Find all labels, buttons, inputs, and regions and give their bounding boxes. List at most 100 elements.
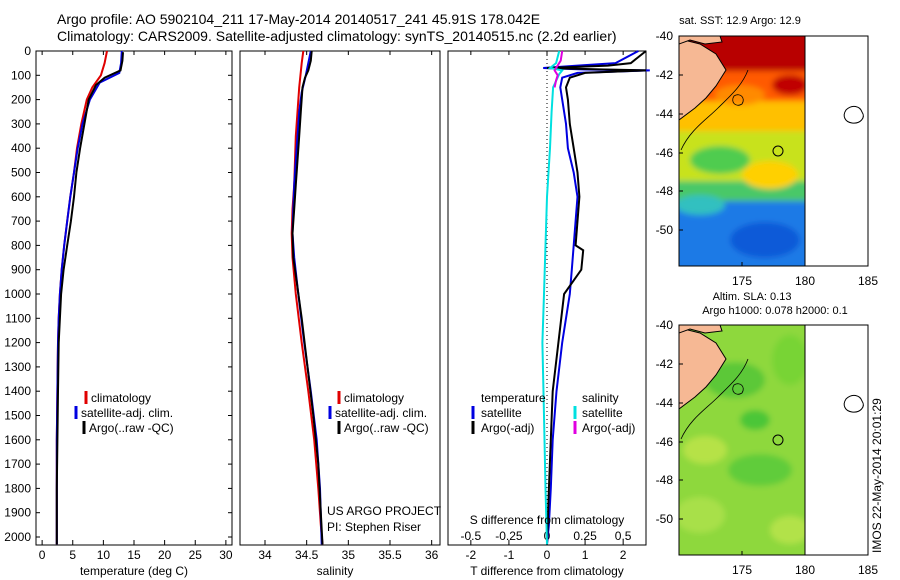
map-y-tick-label: -44 bbox=[656, 107, 674, 121]
sla-map-subtitle: Argo h1000: 0.078 h2000: 0.1 bbox=[702, 305, 848, 317]
salinity-legend: climatology satellite-adj. clim. Argo(..… bbox=[328, 391, 429, 435]
pi-label: PI: Stephen Riser bbox=[327, 520, 421, 534]
isobath-contour bbox=[680, 358, 749, 440]
depth-tick-label: 400 bbox=[11, 141, 31, 155]
land-mass bbox=[679, 325, 723, 334]
x2-tick-label: 0.25 bbox=[573, 529, 597, 543]
series-line-argo-adj bbox=[553, 50, 564, 88]
map-x-tick-label: 185 bbox=[858, 563, 878, 577]
isobath-contour bbox=[732, 383, 744, 395]
map-y-tick-label: -50 bbox=[656, 512, 674, 526]
map-x-tick-label: 180 bbox=[795, 563, 815, 577]
map-y-tick-label: -40 bbox=[656, 318, 674, 332]
temperature-plot-frame bbox=[35, 50, 233, 546]
temperature-panel: 0100200300400500600700800900100011001200… bbox=[4, 44, 646, 578]
figure-title-line1: Argo profile: AO 5902104_211 17-May-2014… bbox=[57, 11, 541, 27]
x-tick-label: 1 bbox=[582, 548, 589, 562]
depth-tick-label: 900 bbox=[11, 263, 31, 277]
temperature-axis-label: temperature (deg C) bbox=[80, 564, 188, 578]
depth-tick-label: 1400 bbox=[4, 384, 31, 398]
salinity-plot-frame bbox=[239, 50, 441, 546]
t-difference-axis-label: T difference from climatology bbox=[470, 564, 624, 578]
sla-map-axes: -40 -42 -44 -46 -48 -50 175 180 185 bbox=[656, 318, 879, 577]
sst-map-title: sat. SST: 12.9 Argo: 12.9 bbox=[679, 15, 801, 27]
isobath-contour bbox=[680, 69, 749, 151]
sla-map-title: Altim. SLA: 0.13 bbox=[713, 291, 792, 303]
temperature-legend: climatology satellite-adj. clim. Argo(..… bbox=[74, 391, 174, 435]
difference-series bbox=[541, 50, 650, 545]
chatham-islands bbox=[843, 105, 864, 124]
salinity-panel: 34 34.5 35 35.5 36 salinity climatology sate… bbox=[239, 50, 442, 578]
x2-tick-label: 0.5 bbox=[615, 529, 632, 543]
x-tick-label: 0 bbox=[544, 548, 551, 562]
depth-tick-label: 700 bbox=[11, 214, 31, 228]
depth-tick-label: 1500 bbox=[4, 409, 31, 423]
depth-tick-label: 800 bbox=[11, 238, 31, 252]
legend-s-satellite-label: satellite bbox=[582, 406, 623, 420]
legend-climatology-label: climatology bbox=[344, 391, 404, 405]
x-tick-label: 0 bbox=[39, 548, 46, 562]
x-tick-label: 10 bbox=[97, 548, 111, 562]
legend-satellite-label: satellite-adj. clim. bbox=[335, 406, 427, 420]
series-line-satellite bbox=[541, 50, 565, 545]
map-y-tick-label: -40 bbox=[656, 29, 674, 43]
legend-argo-label: Argo(..raw -QC) bbox=[89, 421, 174, 435]
x-tick-label: -2 bbox=[466, 548, 477, 562]
difference-panel: -2 -1 0 1 2-0.5 -0.25 0 0.25 0.5 T difference fr… bbox=[447, 50, 650, 578]
temperature-x-axis: 0 5 10 15 20 25 30 bbox=[39, 51, 233, 562]
sla-map-extension-frame bbox=[804, 324, 869, 556]
sst-map-extension-frame bbox=[804, 35, 869, 267]
depth-tick-label: 1800 bbox=[4, 481, 31, 495]
legend-salinity-header: salinity bbox=[582, 391, 619, 405]
map-y-tick-label: -46 bbox=[656, 435, 674, 449]
depth-tick-label: 1300 bbox=[4, 360, 31, 374]
legend-argo-label: Argo(..raw -QC) bbox=[344, 421, 429, 435]
x-tick-label: 35.5 bbox=[378, 548, 402, 562]
x-tick-label: 5 bbox=[69, 548, 76, 562]
map-y-tick-label: -50 bbox=[656, 223, 674, 237]
argo-float-marker bbox=[772, 145, 784, 157]
depth-tick-label: 1200 bbox=[4, 336, 31, 350]
legend-climatology-label: climatology bbox=[91, 391, 151, 405]
depth-tick-label: 1100 bbox=[5, 311, 31, 325]
x2-tick-label: -0.25 bbox=[495, 529, 523, 543]
legend-satellite-label: satellite-adj. clim. bbox=[81, 406, 173, 420]
sst-map-axes: -40 -42 -44 -46 -48 -50 175 180 185 bbox=[656, 29, 879, 288]
temperature-series bbox=[55, 50, 124, 545]
depth-tick-label: 1900 bbox=[4, 506, 31, 520]
sst-map: sat. SST: 12.9 Argo: 12.9 bbox=[656, 15, 879, 288]
figure-title-line2: Climatology: CARS2009. Satellite-adjuste… bbox=[57, 28, 617, 44]
difference-plot-frame bbox=[447, 50, 647, 546]
map-y-tick-label: -48 bbox=[656, 184, 674, 198]
map-x-tick-label: 180 bbox=[795, 274, 815, 288]
depth-tick-label: 100 bbox=[11, 68, 31, 82]
depth-tick-label: 1000 bbox=[4, 287, 31, 301]
depth-tick-label: 2000 bbox=[4, 530, 31, 544]
x-tick-label: 35 bbox=[342, 548, 356, 562]
x2-tick-label: -0.5 bbox=[461, 529, 482, 543]
series-line-argo-raw-qc bbox=[291, 50, 324, 545]
map-x-tick-label: 175 bbox=[732, 274, 752, 288]
depth-tick-label: 1600 bbox=[4, 433, 31, 447]
depth-tick-label: 200 bbox=[11, 93, 31, 107]
x-tick-label: -1 bbox=[504, 548, 515, 562]
legend-temperature-header: temperature bbox=[481, 391, 546, 405]
depth-tick-label: 0 bbox=[24, 44, 31, 58]
legend-s-argo-label: Argo(-adj) bbox=[582, 421, 635, 435]
map-y-tick-label: -46 bbox=[656, 146, 674, 160]
difference-legend: temperature salinity satellite Argo(-adj… bbox=[471, 391, 635, 435]
x-tick-label: 36 bbox=[425, 548, 439, 562]
depth-tick-label: 600 bbox=[11, 190, 31, 204]
depth-tick-label: 1700 bbox=[4, 457, 31, 471]
map-y-tick-label: -48 bbox=[656, 473, 674, 487]
salinity-series bbox=[290, 50, 324, 545]
isobath-contour bbox=[732, 94, 744, 106]
series-line-argo-raw-qc bbox=[55, 52, 124, 545]
depth-tick-label: 500 bbox=[11, 166, 31, 180]
salinity-x-axis: 34 34.5 35 35.5 36 bbox=[258, 51, 439, 562]
salinity-axis-label: salinity bbox=[317, 564, 354, 578]
x-tick-label: 34 bbox=[258, 548, 272, 562]
map-y-tick-label: -42 bbox=[656, 357, 674, 371]
sla-map: Altim. SLA: 0.13 Argo h1000: 0.078 h2000… bbox=[656, 291, 879, 577]
